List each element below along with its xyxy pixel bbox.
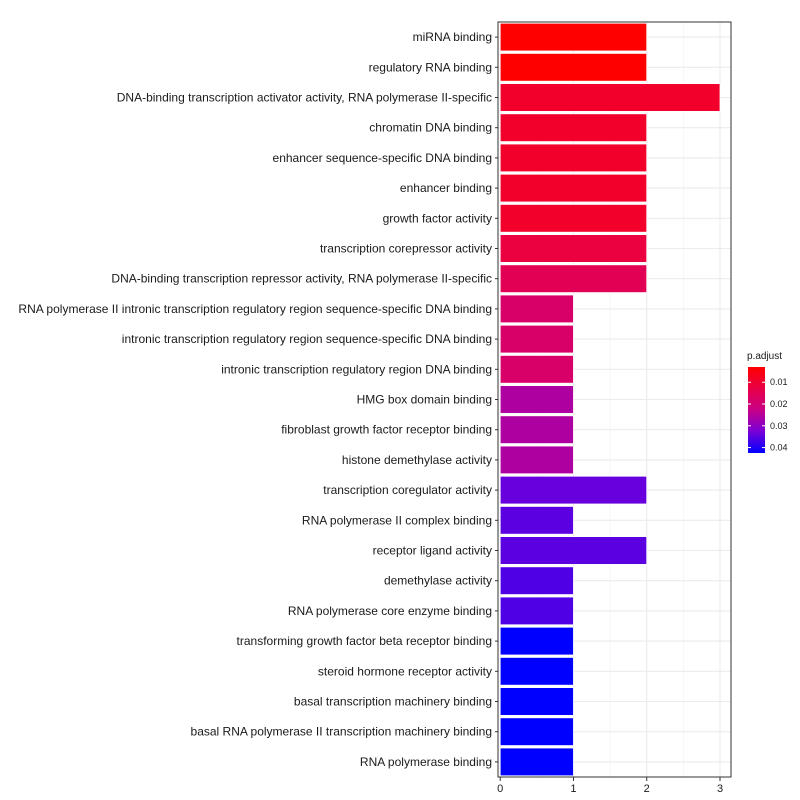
legend-title: p.adjust [747,351,782,362]
bar [499,173,648,203]
category-label: DNA-binding transcription activator acti… [117,91,492,105]
x-tick-label: 1 [570,783,576,795]
bar [499,83,721,112]
bar [499,596,574,626]
bar [499,385,574,414]
legend-tick-label: 0.01 [770,377,788,387]
x-tick-label: 0 [497,783,503,795]
x-tick-label: 2 [644,783,650,795]
category-label: HMG box domain binding [357,393,492,407]
bar [499,415,574,444]
category-label: basal transcription machinery binding [294,695,492,709]
category-label: histone demethylase activity [342,453,492,467]
bar [499,143,648,173]
bar [499,475,648,505]
category-label: RNA polymerase II complex binding [302,513,492,527]
category-label: intronic transcription regulatory region… [221,362,492,376]
category-label: RNA polymerase core enzyme binding [288,604,492,618]
category-label: growth factor activity [383,211,492,225]
category-label: basal RNA polymerase II transcription ma… [191,725,492,739]
bar [499,355,574,384]
category-label: transcription coregulator activity [323,483,492,497]
bar [499,113,648,142]
category-label: receptor ligand activity [373,544,492,558]
category-label: fibroblast growth factor receptor bindin… [281,423,492,437]
category-label: steroid hormone receptor activity [318,664,492,678]
bar [499,204,648,233]
bar [499,234,648,263]
bar [499,747,574,777]
category-label: regulatory RNA binding [369,60,492,74]
panel-border [497,21,732,778]
category-label: intronic transcription regulatory region… [122,332,492,346]
bar [499,294,574,324]
bar [499,536,648,565]
bar [499,53,648,82]
category-label: transforming growth factor beta receptor… [237,634,492,648]
bar [499,717,574,746]
category-label: RNA polymerase II intronic transcription… [18,302,492,316]
bar [499,626,574,656]
category-label: transcription corepressor activity [320,242,492,256]
category-label: miRNA binding [413,30,492,44]
category-label: DNA-binding transcription repressor acti… [111,272,492,286]
category-label: enhancer binding [400,181,492,195]
bar [499,324,574,354]
category-label: RNA polymerase binding [360,755,492,769]
bar [499,264,648,293]
legend-tick-label: 0.03 [770,421,788,431]
category-label: chromatin DNA binding [369,121,492,135]
legend-tick-label: 0.02 [770,399,788,409]
legend-tick-label: 0.04 [770,443,788,453]
bar [499,22,648,52]
bar [499,566,574,595]
bar [499,657,574,686]
bar [499,445,574,475]
bar [499,687,574,716]
category-label: enhancer sequence-specific DNA binding [273,151,492,165]
bar [499,506,574,535]
legend-colorbar [748,367,765,453]
category-label: demethylase activity [384,574,492,588]
x-tick-label: 3 [717,783,723,795]
